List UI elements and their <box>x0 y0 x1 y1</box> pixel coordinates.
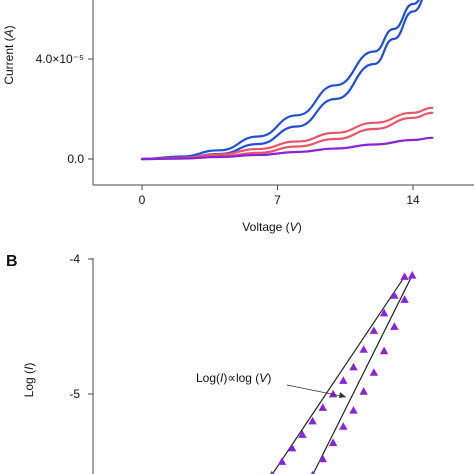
panel-b-annotation: Log(I)∝log (V) <box>196 371 271 385</box>
panel-b-triangle-marker <box>318 454 327 463</box>
panel-a-x-tick-label: 14 <box>406 193 420 207</box>
panel-b-triangle-marker <box>349 406 358 414</box>
panel-b-markers <box>270 271 417 474</box>
panel-b-triangle-marker <box>400 272 409 280</box>
panel-b-triangle-marker <box>339 376 348 384</box>
panel-b-triangle-marker <box>408 271 417 279</box>
panel-a-y-axis-label: Current (A) <box>2 25 16 84</box>
panel-a-series-line-blue <box>140 0 424 161</box>
panel-b-y-axis-label: Log (I) <box>22 363 36 398</box>
panel-b-triangle-marker <box>379 346 389 355</box>
panel-b-triangle-marker <box>390 291 399 299</box>
panel-b-fit-line <box>271 276 406 474</box>
panel-b-annotation-arrow <box>286 384 347 398</box>
panel-b-triangle-marker <box>277 457 287 465</box>
panel-b-triangle-marker <box>328 389 338 398</box>
panel-a-y-tick-label: 4.0×10⁻⁵ <box>36 52 84 66</box>
panel-b-triangle-marker <box>310 470 315 474</box>
panel-a-y-ticks: 0.0 4.0×10⁻⁵ <box>36 52 93 166</box>
panel-b-triangle-marker <box>328 438 338 446</box>
panel-b-triangle-marker <box>369 326 379 334</box>
panel-b-triangle-marker <box>339 422 348 430</box>
panel-a-x-tick-label: 7 <box>274 193 281 207</box>
panel-b-triangle-marker <box>318 403 327 411</box>
panel-b: B -4 -5 Log(I)∝log (V) Log (I) <box>6 252 417 474</box>
panel-b-y-tick-label: -4 <box>69 252 80 266</box>
panel-a: 0 7 14 0.0 4.0×10⁻⁵ Voltage (V) Current (A) <box>2 0 474 234</box>
panel-b-triangle-marker <box>359 387 368 395</box>
panel-b-letter: B <box>6 253 18 270</box>
panel-b-triangle-marker <box>270 470 274 474</box>
panel-a-y-tick-label: 0.0 <box>67 152 84 166</box>
panel-b-triangle-marker <box>400 295 409 303</box>
panel-b-triangle-marker <box>359 345 368 353</box>
panel-b-annotation-arrowhead <box>339 392 346 398</box>
panel-a-x-axis-label: Voltage (V) <box>242 220 301 234</box>
panel-b-fit-line <box>312 274 413 474</box>
panel-b-triangle-marker <box>298 430 307 438</box>
panel-a-series-line-purple <box>140 136 434 161</box>
panel-b-fit-lines <box>271 274 413 474</box>
panel-b-triangle-marker <box>288 443 297 452</box>
panel-b-y-tick-label: -5 <box>69 387 80 401</box>
panel-a-x-tick-label: 0 <box>139 193 146 207</box>
panel-a-series-line-blue <box>140 0 421 161</box>
panel-b-triangle-marker <box>379 308 389 317</box>
panel-b-triangle-marker <box>349 362 358 371</box>
panel-a-x-ticks: 0 7 14 <box>139 185 420 207</box>
panel-b-triangle-marker <box>369 368 379 376</box>
panel-a-series-group <box>140 0 434 161</box>
panel-b-triangle-marker <box>308 416 317 425</box>
panel-b-triangle-marker <box>390 322 399 330</box>
panel-b-y-ticks: -4 -5 <box>69 252 93 401</box>
